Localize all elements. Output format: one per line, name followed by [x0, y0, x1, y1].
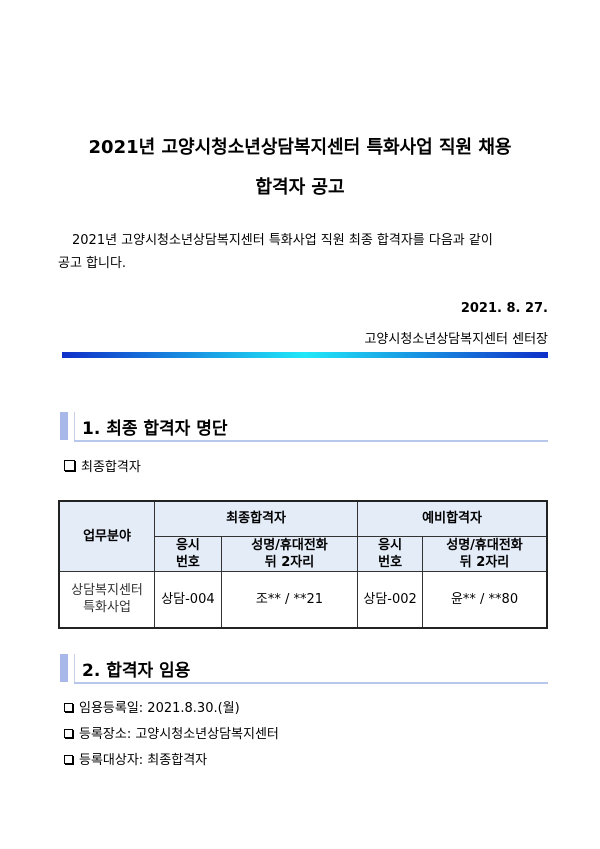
title-line-1: 2021년 고양시청소년상담복지센터 특화사업 직원 채용	[88, 137, 512, 158]
section-2-title: 2. 합격자 임용	[82, 661, 191, 681]
header-field: 업무분야	[58, 500, 155, 572]
intro-line-1: 2021년 고양시청소년상담복지센터 특화사업 직원 최종 합격자를 다음과 같…	[72, 233, 493, 248]
checkbox-square-icon	[64, 703, 73, 712]
date: 2021. 8. 27.	[460, 301, 548, 316]
section-2-bullet: 등록장소: 고양시청소년상담복지센터	[64, 723, 279, 742]
section-2-bullet: 임용등록일: 2021.8.30.(월)	[64, 697, 240, 716]
final-no: 상담-004	[153, 570, 222, 629]
checkbox-square-icon	[64, 460, 75, 471]
reserve-name: 윤** / **80	[422, 570, 548, 629]
header-name: 성명/휴대전화 뒤 2자리	[220, 535, 359, 572]
final-name: 조** / **21	[220, 570, 359, 629]
section-2-bullet: 등록대상자: 최종합격자	[64, 749, 207, 768]
checkbox-square-icon	[64, 755, 73, 764]
bullet-text: 최종합격자	[81, 460, 141, 475]
gradient-divider	[62, 352, 548, 358]
reserve-no: 상담-002	[357, 570, 424, 629]
intro-line-2: 공고 합니다.	[58, 256, 127, 271]
header-final: 최종합격자	[153, 500, 359, 537]
issuer: 고양시청소년상담복지센터 센터장	[364, 332, 548, 347]
section-1-heading: 1. 최종 합격자 명단	[60, 412, 548, 442]
header-name: 성명/휴대전화 뒤 2자리	[422, 535, 548, 572]
header-reserve: 예비합격자	[357, 500, 548, 537]
header-no: 응시 번호	[153, 535, 222, 572]
result-table: 업무분야 최종합격자 예비합격자 응시 번호 성명/휴대전화 뒤 2자리 응시 번호 성명…	[58, 500, 548, 629]
title-line-2: 합격자 공고	[255, 177, 345, 198]
section-2-heading: 2. 합격자 임용	[60, 654, 548, 684]
section-1-title: 1. 최종 합격자 명단	[82, 419, 228, 439]
section-1-bullet: 최종합격자	[64, 456, 141, 475]
header-no: 응시 번호	[357, 535, 424, 572]
checkbox-square-icon	[64, 729, 73, 738]
table-row: 상담복지센터 특화사업 상담-004 조** / **21 상담-002 윤** …	[58, 570, 548, 629]
